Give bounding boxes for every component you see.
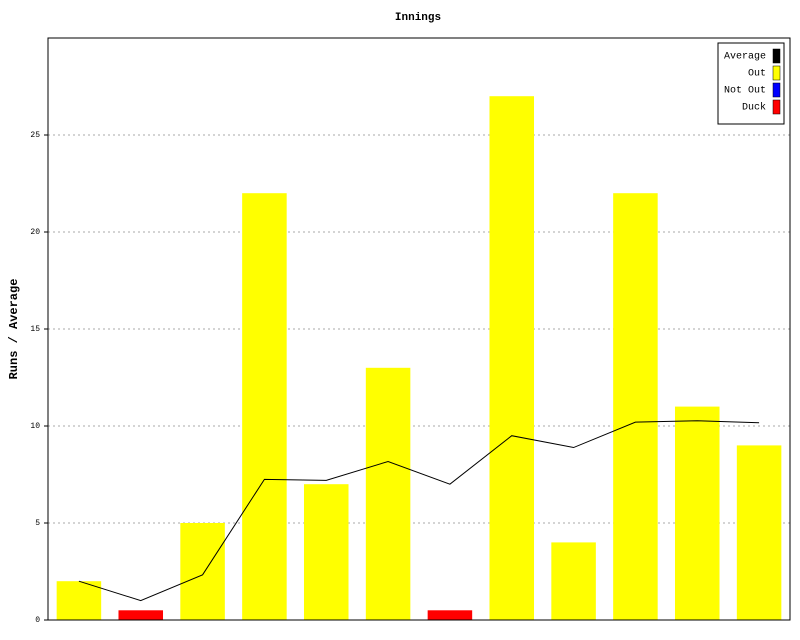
bar	[118, 610, 164, 620]
plot-frame	[47, 37, 791, 621]
bar	[736, 445, 782, 620]
legend-label: Not Out	[724, 86, 766, 97]
bar	[489, 96, 535, 620]
y-tick-label: 15	[30, 325, 40, 334]
bar	[427, 610, 473, 620]
y-tick-label: 0	[35, 616, 40, 625]
bar	[242, 193, 287, 620]
bar	[551, 542, 596, 620]
bar	[303, 484, 349, 620]
y-tick-label: 25	[30, 131, 40, 140]
legend-swatch	[772, 99, 781, 115]
legend-label: Out	[748, 69, 766, 80]
y-axis-label: Runs / Average	[7, 279, 21, 380]
legend-label: Average	[724, 52, 766, 63]
bar	[365, 367, 411, 620]
chart-title: Innings	[395, 12, 441, 24]
legend-swatch	[772, 48, 781, 64]
bar	[180, 523, 225, 620]
y-tick-label: 10	[30, 422, 40, 431]
legend-swatch	[772, 65, 781, 81]
bar	[674, 406, 720, 620]
y-tick-label: 20	[30, 228, 40, 237]
average-line	[78, 420, 760, 602]
legend-label: Duck	[742, 102, 766, 114]
bar	[613, 193, 658, 620]
legend-swatch	[772, 82, 781, 98]
y-tick-label: 5	[35, 519, 40, 528]
bar	[56, 581, 102, 620]
